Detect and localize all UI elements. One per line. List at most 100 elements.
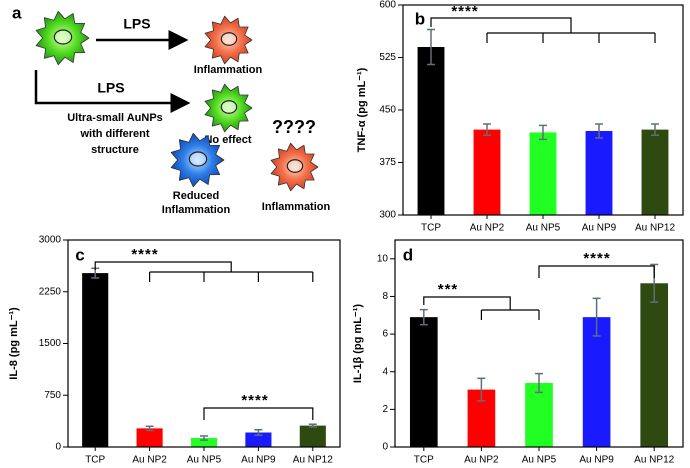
x-tick-label: Au NP9 — [579, 455, 614, 466]
plot-frame — [402, 4, 684, 216]
x-tick-label: Au NP5 — [522, 455, 557, 466]
error-bar — [308, 423, 317, 428]
bracket-line — [94, 261, 232, 272]
bar — [473, 129, 501, 215]
nucleus — [188, 151, 208, 167]
y-tick-label: 3000 — [39, 235, 62, 246]
x-tick-label: Au NP9 — [582, 223, 617, 234]
treatment-label: Ultra-small AuNPs — [67, 112, 163, 124]
y-axis-label: TNF-α (pg mL⁻¹) — [356, 67, 368, 152]
significance-label: **** — [241, 392, 268, 409]
x-tick-label: Au NP12 — [635, 223, 675, 234]
outcome-label: Inflammation — [262, 201, 331, 213]
error-bar — [535, 372, 543, 394]
x-tick-label: TCP — [421, 223, 441, 234]
error-bar — [254, 429, 263, 437]
nucleus — [286, 159, 304, 173]
plot-frame — [67, 239, 341, 448]
x-tick-label: Au NP12 — [634, 455, 674, 466]
cell — [204, 83, 253, 133]
significance-bracket: **** — [94, 246, 314, 282]
bar — [299, 425, 326, 447]
nucleus — [220, 32, 238, 46]
cell — [204, 15, 253, 65]
y-tick-label: 600 — [379, 0, 396, 11]
y-tick-label: 375 — [379, 157, 396, 168]
y-tick-label: 8 — [382, 291, 388, 302]
treatment-label: with different — [79, 128, 149, 140]
y-tick-label: 6 — [382, 329, 388, 340]
x-tick-label: Au NP2 — [470, 223, 505, 234]
y-axis-label: IL-1β (pg mL⁻¹) — [352, 304, 364, 383]
bar — [190, 438, 218, 447]
bar — [417, 47, 445, 215]
y-tick-label: 300 — [379, 210, 396, 221]
x-tick-label: Au NP9 — [241, 455, 276, 466]
significance-bracket: *** — [423, 281, 540, 320]
y-axis-label: IL-8 (pg mL⁻¹) — [8, 307, 20, 380]
bar — [82, 273, 109, 447]
panel-label: d — [403, 245, 413, 264]
bar — [245, 432, 272, 447]
chart: 0 2 4 6 8 10 TCP Au NP2 Au NP5 Au NP9 Au NP12 IL-1β… — [352, 239, 684, 466]
arrow-label: LPS — [123, 16, 150, 32]
y-tick-label: 2250 — [39, 286, 62, 297]
bracket-line — [203, 407, 314, 420]
chart: 0 750 1500 2250 3000 TCP Au NP2 Au NP5 Au NP9 Au … — [8, 235, 341, 466]
error-bar — [483, 123, 491, 136]
bar — [136, 428, 163, 447]
nucleus — [220, 100, 238, 114]
outcome-label: Inflammation — [162, 204, 231, 216]
y-tick-label: 450 — [379, 105, 396, 116]
plot-frame — [394, 239, 684, 448]
x-tick-label: Au NP5 — [187, 455, 222, 466]
bar — [585, 131, 613, 215]
panel-label: a — [12, 3, 22, 22]
error-bar — [595, 123, 603, 139]
arrow — [34, 70, 191, 113]
significance-bracket: **** — [430, 3, 656, 43]
x-tick-label: Au NP12 — [293, 455, 333, 466]
cell — [35, 10, 90, 66]
question-label: ???? — [272, 117, 316, 137]
significance-bracket: **** — [203, 392, 314, 420]
error-bar — [651, 123, 659, 136]
x-tick-label: Au NP2 — [464, 455, 499, 466]
bar — [529, 132, 557, 215]
bar — [409, 317, 438, 447]
cell — [170, 132, 225, 188]
x-tick-label: TCP — [414, 455, 434, 466]
error-bar — [477, 377, 486, 402]
y-tick-label: 525 — [379, 52, 396, 63]
bracket-line — [430, 17, 572, 33]
bracket-line — [423, 296, 511, 310]
y-tick-label: 750 — [44, 390, 61, 401]
panel-label: b — [415, 9, 425, 28]
chart: 300 375 450 525 600 TCP Au NP2 Au NP5 Au NP9 Au N… — [356, 0, 684, 234]
error-bar — [200, 435, 208, 441]
bar — [582, 317, 611, 447]
outcome-label: Reduced — [173, 190, 219, 202]
significance-label: **** — [451, 3, 478, 20]
x-tick-label: Au NP2 — [132, 455, 167, 466]
bar — [641, 129, 669, 215]
x-tick-label: Au NP5 — [526, 223, 561, 234]
treatment-label: structure — [91, 144, 139, 156]
error-bar — [592, 297, 601, 337]
significance-label: **** — [583, 250, 610, 267]
error-bar — [419, 308, 428, 326]
error-bar — [145, 425, 154, 432]
panel-label: c — [75, 245, 84, 264]
significance-bracket: **** — [538, 250, 655, 278]
y-tick-label: 0 — [55, 442, 61, 453]
outcome-label: No effect — [204, 134, 251, 146]
bar — [640, 283, 669, 447]
y-tick-label: 4 — [382, 366, 388, 377]
outcome-label: Inflammation — [194, 64, 263, 76]
error-bar — [427, 28, 435, 66]
x-tick-label: TCP — [85, 455, 105, 466]
y-tick-label: 2 — [382, 404, 388, 415]
error-bar — [539, 124, 547, 141]
arrow-label: LPS — [97, 80, 124, 96]
